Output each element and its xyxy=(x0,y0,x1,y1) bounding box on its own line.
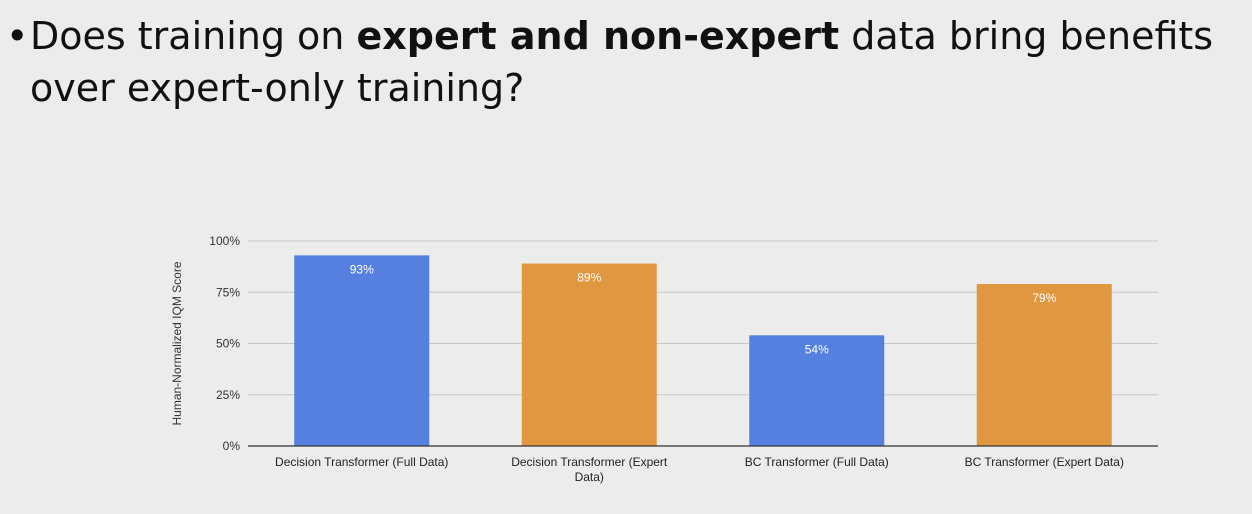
bar xyxy=(521,263,657,446)
question-part1: Does training on xyxy=(30,14,357,58)
question-part2: data bring benefits over expert-only tra… xyxy=(30,14,1214,110)
bar xyxy=(294,255,430,446)
question-text: Does training on expert and non-expert d… xyxy=(30,10,1246,114)
x-tick-label: Data) xyxy=(575,470,604,484)
data-label: 89% xyxy=(577,271,601,285)
bar xyxy=(976,284,1112,446)
y-tick-label: 50% xyxy=(216,337,240,351)
x-tick-label: BC Transformer (Expert Data) xyxy=(965,455,1124,469)
data-label: 93% xyxy=(350,262,374,276)
y-tick-label: 25% xyxy=(216,388,240,402)
y-tick-label: 75% xyxy=(216,285,240,299)
x-tick-label: Decision Transformer (Expert xyxy=(511,455,668,469)
bar xyxy=(749,335,885,446)
y-tick-label: 100% xyxy=(209,234,240,248)
x-tick-label: Decision Transformer (Full Data) xyxy=(275,455,448,469)
x-tick-label: BC Transformer (Full Data) xyxy=(745,455,889,469)
y-tick-label: 0% xyxy=(223,439,241,453)
data-label: 79% xyxy=(1032,291,1056,305)
question-bullet: • Does training on expert and non-expert… xyxy=(6,10,1246,114)
y-axis-label: Human-Normalized IQM Score xyxy=(170,261,184,425)
bullet-dot: • xyxy=(6,14,29,58)
question-bold: expert and non-expert xyxy=(356,14,840,58)
data-label: 54% xyxy=(805,342,829,356)
